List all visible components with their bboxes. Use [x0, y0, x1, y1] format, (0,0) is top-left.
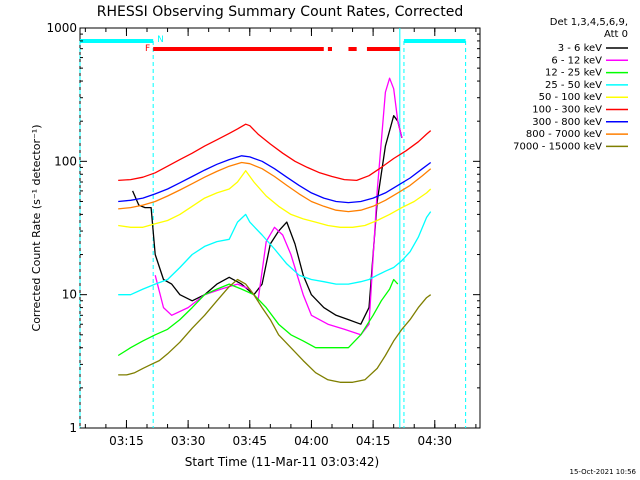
series-line-0: [132, 115, 403, 325]
x-tick-label: 04:00: [294, 434, 329, 448]
x-tick-label: 03:45: [232, 434, 267, 448]
y-tick-label: 1: [69, 421, 77, 435]
x-tick-label: 03:15: [109, 434, 144, 448]
legend-entry-label: 50 - 100 keV: [539, 92, 603, 103]
y-axis-label: Corrected Count Rate (s⁻¹ detector⁻¹): [30, 125, 43, 332]
axes-layer: 1 10 100 1000 03:15 03:30 03:45 04:00 04:15 04:30: [46, 21, 480, 448]
series-line-6: [118, 155, 432, 204]
legend-entry-label: 3 - 6 keV: [558, 43, 602, 54]
legend-header: Det 1,3,4,5,6,9,: [550, 17, 628, 28]
chart-title: RHESSI Observing Summary Count Rates, Co…: [97, 4, 463, 20]
footer-timestamp: 15-Oct-2021 10:56: [570, 468, 637, 476]
legend-entry-label: 6 - 12 keV: [551, 55, 602, 66]
series-line-5: [118, 123, 432, 182]
plot-area: [79, 27, 481, 429]
legend-entry-label: 300 - 800 keV: [532, 117, 602, 128]
plot-frame: [79, 27, 481, 429]
legend-entry-label: 12 - 25 keV: [545, 68, 602, 79]
legend-header: Att 0: [604, 29, 628, 40]
series-line-7: [118, 161, 432, 213]
y-tick-label: 100: [54, 154, 77, 168]
y-tick-label: 10: [62, 288, 77, 302]
series-line-8: [118, 278, 432, 383]
legend-entry-label: 25 - 50 keV: [545, 80, 602, 91]
series-line-3: [118, 211, 432, 296]
legend-entry-label: 800 - 7000 keV: [526, 129, 602, 140]
legend-entry-label: 7000 - 15000 keV: [513, 141, 602, 152]
series-layer: [117, 77, 432, 383]
annotation-layer: NF: [79, 28, 467, 428]
series-line-2: [117, 278, 399, 357]
x-tick-label: 04:15: [356, 434, 391, 448]
saa-label: N: [157, 35, 164, 45]
flare-label: F: [145, 44, 150, 54]
x-tick-label: 04:30: [417, 434, 452, 448]
x-tick-label: 03:30: [171, 434, 206, 448]
x-axis-label: Start Time (11-Mar-11 03:03:42): [185, 455, 379, 469]
legend-entry-label: 100 - 300 keV: [532, 105, 602, 116]
series-line-4: [118, 170, 432, 228]
y-tick-label: 1000: [46, 21, 77, 35]
